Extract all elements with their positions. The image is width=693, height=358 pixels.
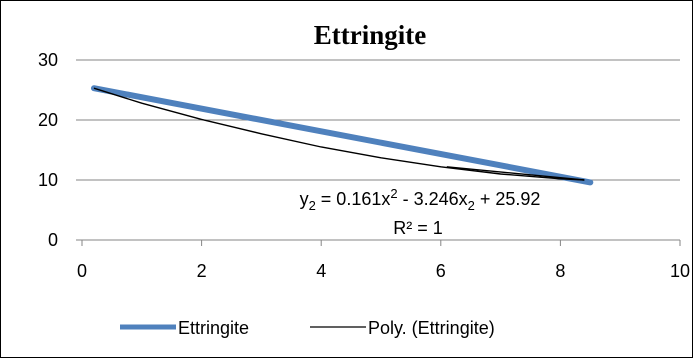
x-tick-label-2: 2	[197, 261, 207, 281]
x-tick-label-10: 10	[670, 261, 690, 281]
legend-label-ettringite: Ettringite	[178, 318, 249, 338]
legend-label-poly-ettringite: Poly. (Ettringite)	[368, 318, 495, 338]
gridlines	[82, 59, 680, 181]
chart-title: Ettringite	[314, 20, 426, 50]
y-tick-label-0: 0	[48, 230, 58, 250]
x-tick-label-4: 4	[316, 261, 326, 281]
x-tick-marks	[81, 240, 681, 246]
x-tick-label-8: 8	[555, 261, 565, 281]
y-tick-label-30: 30	[38, 50, 58, 70]
y-tick-label-20: 20	[38, 110, 58, 130]
series-line-ettringite	[90, 85, 594, 186]
x-tick-label-6: 6	[436, 261, 446, 281]
trendline-equation: y2 = 0.161x2 - 3.246x2 + 25.92	[300, 186, 541, 213]
legend: Ettringite Poly. (Ettringite)	[120, 318, 495, 338]
y-tick-marks	[76, 59, 82, 241]
series-layer	[90, 85, 594, 186]
r-squared-label: R² = 1	[393, 218, 443, 238]
x-tick-labels: 0 2 4 6 8 10	[77, 261, 690, 281]
x-tick-label-0: 0	[77, 261, 87, 281]
y-tick-label-10: 10	[38, 170, 58, 190]
y-tick-labels: 0 10 20 30	[38, 50, 58, 250]
trendline-poly-ettringite	[93, 87, 585, 181]
trendline-poly-ettringite-segment	[446, 166, 585, 181]
